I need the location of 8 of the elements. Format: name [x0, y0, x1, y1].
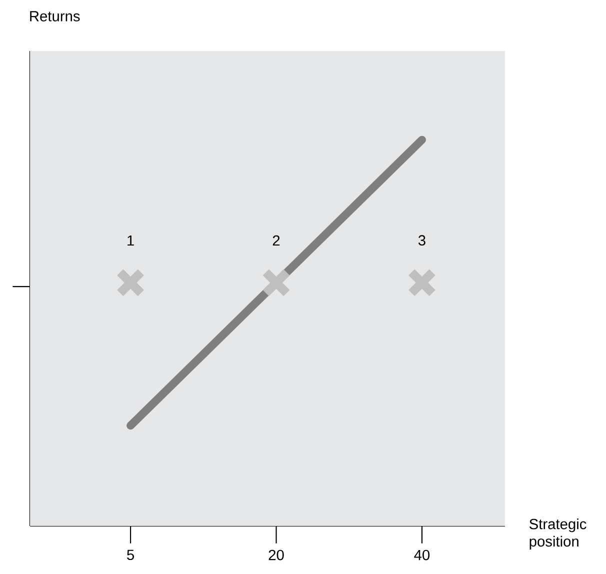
x-tick-label: 20 — [268, 550, 284, 560]
text: Returns — [30, 11, 80, 22]
annotation: 2 — [272, 235, 280, 246]
annotation: 1 — [128, 235, 134, 246]
x-tick-label: 5 — [127, 550, 134, 560]
annotation: 3 — [418, 235, 426, 246]
x-axis-title: Strategic position — [530, 518, 586, 550]
x-tick-label: 40 — [414, 550, 430, 560]
